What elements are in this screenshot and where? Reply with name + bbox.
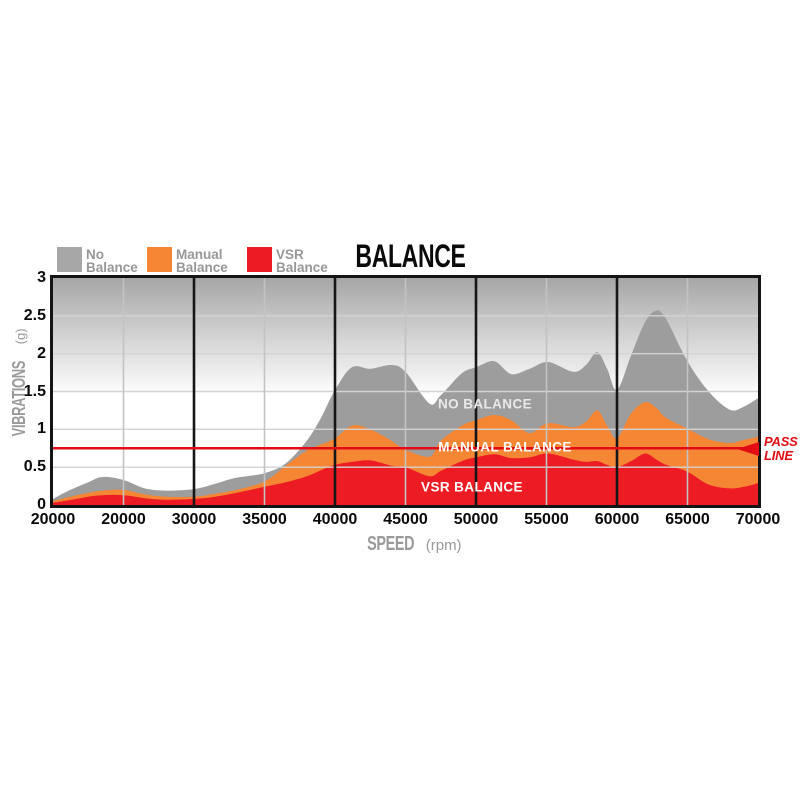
legend-label-no-line2: Balance xyxy=(86,260,138,275)
x-tick-label: 70000 xyxy=(735,511,781,528)
manual-balance-swatch-icon xyxy=(147,247,172,272)
x-tick-label: 20000 xyxy=(101,511,146,528)
y-tick-label: 2.5 xyxy=(23,306,46,324)
x-axis-title: SPEED (rpm) xyxy=(367,533,462,555)
legend-label-vsr-line2: Balance xyxy=(276,260,328,275)
pass-line-arrow-icon xyxy=(737,442,759,456)
legend-label-vsr-line1: VSR xyxy=(276,247,304,262)
x-tick-label: 65000 xyxy=(665,511,710,528)
chart-title: BALANCE xyxy=(354,238,466,274)
x-tick-label: 40000 xyxy=(312,511,358,528)
area-label-vsr-balance: VSR BALANCE xyxy=(421,479,523,495)
legend-label-manual-line1: Manual xyxy=(176,247,223,262)
area-label-manual-balance: MANUAL BALANCE xyxy=(438,439,572,455)
x-tick-label: 30000 xyxy=(171,511,217,528)
area-label-no-balance: NO BALANCE xyxy=(438,396,532,412)
no-balance-swatch-icon xyxy=(57,247,82,272)
y-tick-label: 0.5 xyxy=(23,458,46,476)
y-tick-label: 0 xyxy=(37,496,46,513)
legend-item-manual-balance: Manual Balance xyxy=(147,247,228,274)
legend-label-manual-line2: Balance xyxy=(176,260,228,275)
y-tick-label: 2 xyxy=(37,344,46,362)
vibration-area-chart xyxy=(53,278,758,505)
pass-line-label: PASS LINE xyxy=(764,434,798,463)
x-tick-label: 55000 xyxy=(524,511,569,528)
legend-item-vsr-balance: VSR Balance xyxy=(247,247,328,274)
y-tick-label: 3 xyxy=(37,269,46,286)
x-tick-label: 45000 xyxy=(383,511,428,528)
plot-area: NO BALANCE MANUAL BALANCE VSR BALANCE xyxy=(50,275,761,508)
x-tick-label: 60000 xyxy=(594,511,640,528)
vsr-balance-swatch-icon xyxy=(247,247,272,272)
legend-item-no-balance: No Balance xyxy=(57,247,138,274)
y-tick-label: 1 xyxy=(37,420,46,438)
x-tick-label: 50000 xyxy=(453,511,499,528)
legend-label-no-line1: No xyxy=(86,247,104,262)
y-tick-label: 1.5 xyxy=(23,382,46,400)
x-tick-label: 35000 xyxy=(242,511,287,528)
x-tick-label: 20000 xyxy=(30,511,76,528)
